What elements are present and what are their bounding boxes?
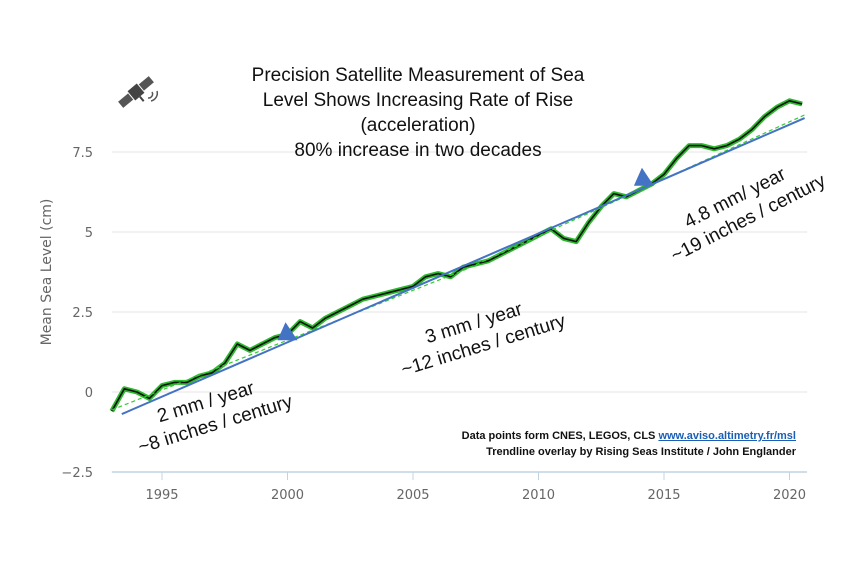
annotation-2mm: 2 mm / year ~8 inches / century (129, 368, 296, 458)
trendline (121, 117, 805, 416)
x-tick-label: 2005 (396, 488, 429, 503)
y-tick-label: 5 (85, 226, 93, 241)
satellite-icon (118, 76, 154, 108)
annotation-3mm: 3 mm / year ~12 inches / century (392, 288, 569, 381)
credit-trendline: Trendline overlay by Rising Seas Institu… (486, 446, 796, 458)
y-tick-label: 2.5 (72, 306, 93, 321)
chart-title-line: 80% increase in two decades (294, 140, 541, 161)
x-tick-label: 2010 (522, 488, 555, 503)
fit-dashed-line (111, 114, 805, 411)
chart-title-line: (acceleration) (360, 115, 475, 136)
chart-title-line: Precision Satellite Measurement of Sea (252, 65, 585, 86)
y-tick-label: 7.5 (72, 146, 93, 161)
trend-arrow-marker (277, 322, 298, 341)
credit-text: Data points form CNES, LEGOS, CLS (461, 430, 659, 442)
x-tick-label: 2000 (271, 488, 304, 503)
y-tick-label: −2.5 (61, 466, 93, 481)
y-axis-label: Mean Sea Level (cm) (39, 199, 55, 346)
x-tick-label: 1995 (145, 488, 178, 503)
y-tick-label: 0 (85, 386, 93, 401)
chart-title-line: Level Shows Increasing Rate of Rise (263, 90, 574, 111)
x-tick-label: 2020 (773, 488, 806, 503)
data-line-black (111, 100, 803, 412)
annotation-4-8mm: 4.8 mm/ year ~19 inches / century (657, 149, 830, 267)
trend-arrow-marker (633, 167, 654, 186)
x-tick-label: 2015 (647, 488, 680, 503)
aviso-link[interactable]: www.aviso.altimetry.fr/msl (658, 430, 796, 442)
signal-waves-icon (147, 90, 159, 102)
credit-data-source: Data points form CNES, LEGOS, CLS www.av… (462, 430, 796, 442)
